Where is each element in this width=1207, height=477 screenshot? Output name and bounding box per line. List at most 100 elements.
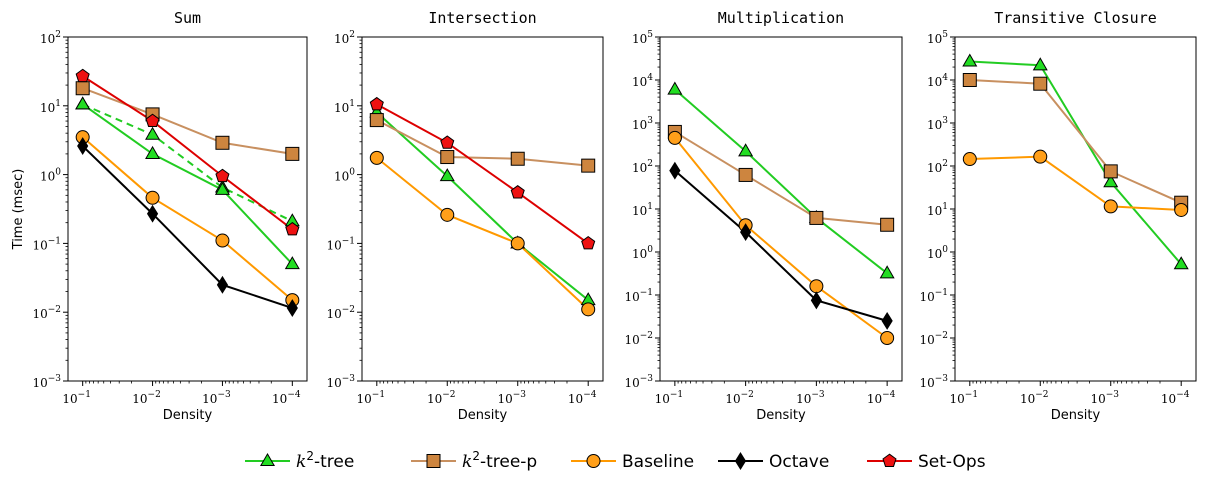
- legend: k2-tree k2-tree-p Baseline Octave Set-Ops: [245, 449, 986, 472]
- legend-label: Octave: [769, 452, 829, 472]
- data-point-k2treep: [215, 135, 230, 150]
- legend-item-octave: Octave: [718, 452, 829, 472]
- data-point-baseline: [1103, 199, 1118, 214]
- data-point-setops: [581, 235, 596, 250]
- legend-item-setops: Set-Ops: [867, 452, 986, 472]
- y-tick-label: 10−1: [919, 288, 948, 304]
- legend-label: k2-tree: [296, 449, 354, 472]
- data-point-k2treep: [1033, 76, 1048, 91]
- x-tick-label: 10−4: [1161, 390, 1190, 406]
- data-point-k2treep: [581, 158, 596, 173]
- data-point-baseline: [145, 190, 160, 205]
- chart-panel-1: 10−3 10−2 10−1 100 101 102 10−1 10−2 10−3 10−4 Int…: [326, 9, 604, 423]
- data-point-k2treep: [510, 151, 525, 166]
- series-line-k2tree: [82, 103, 294, 265]
- data-point-setops: [145, 113, 160, 128]
- x-tick-label: 10−1: [655, 390, 684, 406]
- data-point-baseline: [581, 302, 596, 317]
- data-point-k2treep: [285, 146, 300, 161]
- data-point-k2tree: [1032, 57, 1048, 71]
- y-tick-label: 102: [927, 159, 948, 175]
- data-point-baseline: [962, 152, 977, 167]
- data-point-k2tree: [738, 143, 754, 157]
- y-tick-label: 100: [632, 245, 653, 261]
- chart-panel-0: 10−3 10−2 10−1 100 101 102 10−1 10−2 10−3 10−4 Sum…: [11, 9, 308, 423]
- data-point-k2tree: [439, 168, 455, 182]
- y-tick-label: 100: [927, 245, 948, 261]
- x-tick-label: 10−2: [132, 390, 161, 406]
- data-point-baseline: [440, 207, 455, 222]
- data-point-octave: [146, 204, 159, 223]
- data-point-octave: [286, 299, 298, 317]
- data-point-setops: [369, 96, 384, 111]
- x-tick-label: 10−4: [867, 390, 896, 406]
- data-point-baseline: [809, 279, 824, 294]
- x-tick-label: 10−3: [796, 390, 825, 406]
- y-tick-label: 105: [927, 30, 948, 46]
- series-line-k2treep: [674, 131, 888, 226]
- data-point-octave: [881, 311, 893, 330]
- y-tick-label: 10−3: [326, 374, 355, 390]
- legend-item-k2tree: k2-tree: [245, 449, 354, 472]
- data-point-k2tree: [879, 265, 895, 279]
- legend-marker-k2tree: [259, 452, 276, 467]
- data-point-baseline: [215, 233, 230, 248]
- legend-marker-octave: [734, 452, 747, 470]
- series-line-octave: [81, 145, 293, 309]
- data-point-k2tree: [145, 145, 161, 159]
- x-tick-label: 10−1: [62, 390, 91, 406]
- data-point-k2tree: [962, 53, 978, 67]
- x-tick-label: 10−4: [272, 390, 301, 406]
- data-point-baseline: [880, 331, 895, 345]
- y-tick-label: 10−1: [624, 288, 653, 304]
- y-tick-label: 10−2: [624, 331, 653, 347]
- series-line-k2treep: [376, 119, 589, 167]
- plot-frame: [659, 36, 903, 382]
- y-tick-label: 102: [334, 30, 355, 46]
- data-point-baseline: [1174, 202, 1189, 217]
- legend-label: Set-Ops: [918, 452, 986, 472]
- series-line-setops: [82, 75, 293, 231]
- legend-marker-setops: [882, 453, 897, 467]
- y-tick-label: 103: [927, 116, 948, 132]
- series-line-baseline: [969, 155, 1182, 211]
- data-point-k2treep: [369, 113, 384, 128]
- x-tick-label: 10−3: [497, 390, 526, 406]
- x-axis-label: Density: [756, 408, 806, 423]
- y-tick-label: 101: [40, 99, 61, 115]
- panel-title: Sum: [174, 9, 201, 27]
- data-point-k2tree: [284, 256, 300, 270]
- data-point-baseline: [1033, 149, 1048, 164]
- series-line-k2treep: [969, 79, 1182, 204]
- series-line-baseline: [376, 157, 589, 311]
- data-point-setops: [440, 135, 455, 149]
- data-point-k2tree: [667, 81, 683, 95]
- data-point-k2tree: [1173, 256, 1189, 270]
- y-tick-label: 101: [632, 202, 653, 218]
- y-tick-label: 10−1: [32, 236, 61, 252]
- y-tick-label: 101: [927, 202, 948, 218]
- y-tick-label: 10−3: [624, 374, 653, 390]
- data-point-setops: [285, 221, 300, 236]
- legend-marker-k2treep: [426, 454, 441, 468]
- y-tick-label: 104: [927, 73, 948, 89]
- y-tick-label: 100: [334, 168, 355, 184]
- data-point-k2tree: [145, 126, 161, 140]
- data-point-setops: [75, 68, 90, 83]
- series-line-k2tree: [376, 111, 589, 301]
- series-line-setops: [376, 103, 589, 245]
- legend-marker-baseline: [586, 454, 601, 468]
- y-tick-label: 10−3: [32, 374, 61, 390]
- y-tick-label: 101: [334, 99, 355, 115]
- data-point-setops: [215, 168, 230, 183]
- data-point-k2tree: [1103, 174, 1119, 188]
- chart-panel-3: 10−3 10−2 10−1 100 101 102 103 104 105 10−1 10−2 10…: [919, 9, 1197, 423]
- x-axis-label: Density: [458, 408, 508, 423]
- x-tick-label: 10−2: [427, 390, 456, 406]
- y-tick-label: 10−1: [326, 236, 355, 252]
- data-point-baseline: [369, 150, 384, 165]
- data-point-k2treep: [809, 210, 824, 225]
- data-point-octave: [216, 275, 229, 294]
- x-tick-label: 10−4: [568, 390, 597, 406]
